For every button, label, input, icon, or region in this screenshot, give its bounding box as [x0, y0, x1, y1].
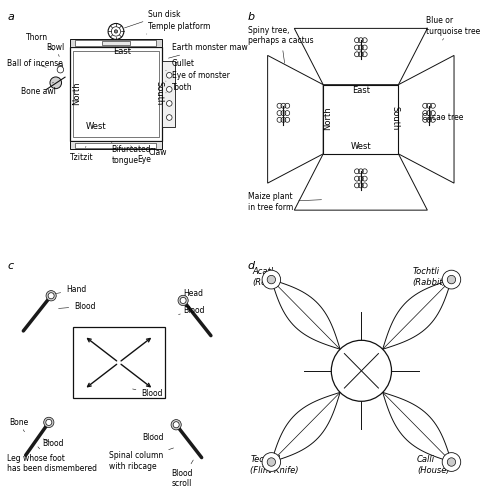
Circle shape	[178, 295, 188, 306]
Text: a: a	[7, 12, 14, 22]
Text: Tecpatl
(Flint Knife): Tecpatl (Flint Knife)	[250, 455, 299, 475]
Text: Head: Head	[180, 289, 203, 302]
Polygon shape	[271, 392, 340, 462]
Text: Tzitzit: Tzitzit	[70, 146, 94, 162]
Text: North: North	[72, 81, 80, 105]
Text: Blood: Blood	[143, 433, 164, 442]
Polygon shape	[399, 55, 454, 183]
Circle shape	[331, 340, 391, 401]
Text: Thorn: Thorn	[26, 33, 54, 50]
Circle shape	[57, 67, 64, 73]
Text: Bifurcated
tongue: Bifurcated tongue	[111, 142, 151, 165]
Polygon shape	[383, 280, 452, 349]
Circle shape	[166, 72, 172, 78]
Bar	[76, 143, 157, 148]
Circle shape	[171, 420, 181, 430]
Bar	[76, 40, 157, 46]
Circle shape	[180, 297, 186, 304]
Polygon shape	[295, 154, 428, 210]
Circle shape	[166, 115, 172, 120]
Circle shape	[166, 87, 172, 92]
Bar	[323, 85, 399, 154]
Circle shape	[166, 101, 172, 106]
Circle shape	[50, 77, 62, 89]
Circle shape	[114, 30, 118, 33]
Bar	[70, 39, 162, 47]
Text: North: North	[323, 107, 332, 131]
Circle shape	[262, 453, 281, 471]
Bar	[73, 51, 159, 138]
Circle shape	[108, 24, 124, 39]
Text: Hand: Hand	[53, 285, 86, 294]
Text: Gullet: Gullet	[166, 59, 195, 70]
Text: Cacao tree: Cacao tree	[422, 113, 463, 122]
Text: Ball of incense: Ball of incense	[7, 59, 63, 68]
Text: Eye: Eye	[131, 146, 151, 164]
Text: c: c	[7, 261, 13, 271]
Text: Calli
(House): Calli (House)	[417, 455, 450, 475]
Text: Blood: Blood	[42, 439, 63, 448]
Text: West: West	[350, 142, 371, 151]
Bar	[70, 141, 162, 149]
Bar	[73, 327, 164, 398]
Circle shape	[173, 422, 179, 428]
Text: South: South	[390, 106, 400, 131]
Text: Spinal column
with ribcage: Spinal column with ribcage	[109, 448, 174, 471]
Circle shape	[262, 270, 281, 289]
Bar	[70, 47, 162, 141]
Circle shape	[46, 290, 56, 301]
Circle shape	[58, 64, 63, 68]
Circle shape	[46, 420, 52, 425]
Polygon shape	[268, 55, 323, 183]
Bar	[102, 40, 130, 45]
Circle shape	[442, 453, 461, 471]
Circle shape	[44, 417, 54, 427]
Text: Blue or
turquoise tree: Blue or turquoise tree	[426, 16, 481, 40]
Circle shape	[111, 27, 120, 36]
Circle shape	[267, 458, 276, 466]
Text: Blood: Blood	[133, 388, 163, 397]
Text: West: West	[86, 122, 107, 132]
Text: b: b	[248, 12, 255, 22]
Text: East: East	[352, 86, 370, 95]
Circle shape	[48, 293, 54, 299]
Circle shape	[447, 276, 455, 284]
Text: d: d	[248, 261, 255, 271]
Text: Blood: Blood	[58, 302, 96, 311]
Text: Bowl: Bowl	[46, 43, 65, 57]
Text: Blood: Blood	[178, 306, 205, 315]
Text: South: South	[154, 81, 163, 105]
Text: Claw: Claw	[145, 144, 167, 157]
Text: Spiny tree,
perhaps a cactus: Spiny tree, perhaps a cactus	[248, 26, 314, 63]
Polygon shape	[271, 280, 340, 349]
Text: Acatl
(Reed): Acatl (Reed)	[253, 267, 281, 287]
Polygon shape	[295, 29, 428, 85]
Text: Bone awl: Bone awl	[21, 82, 56, 96]
Text: Blood
scroll: Blood scroll	[172, 460, 193, 489]
Text: East: East	[113, 47, 131, 56]
Polygon shape	[383, 392, 452, 462]
Text: Tooth: Tooth	[166, 82, 192, 93]
Text: Tochtli
(Rabbit): Tochtli (Rabbit)	[412, 267, 446, 287]
Circle shape	[442, 270, 461, 289]
Circle shape	[267, 276, 276, 284]
Text: Leg whose foot
has been dismembered: Leg whose foot has been dismembered	[7, 447, 97, 473]
Text: Maize plant
in tree form: Maize plant in tree form	[248, 192, 321, 211]
Bar	[162, 61, 175, 127]
Text: Sun disk: Sun disk	[124, 10, 181, 28]
Circle shape	[447, 458, 455, 466]
Text: Temple platform: Temple platform	[147, 22, 211, 34]
Text: Bone: Bone	[9, 418, 28, 432]
Text: Eye of monster: Eye of monster	[166, 71, 229, 81]
Text: Earth monster maw: Earth monster maw	[168, 43, 247, 58]
